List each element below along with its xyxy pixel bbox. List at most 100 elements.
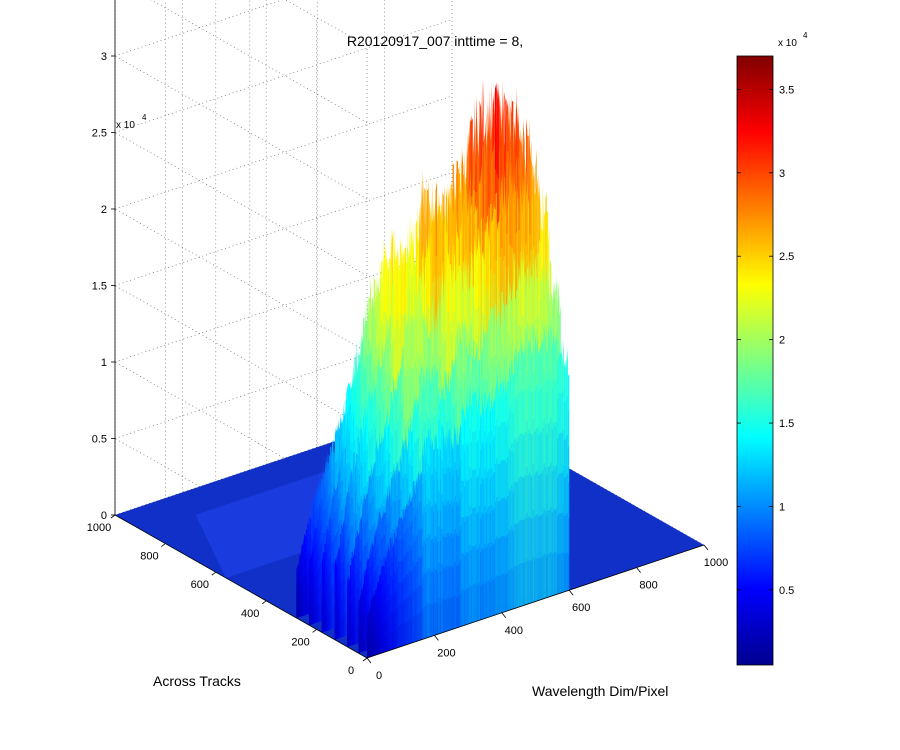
surface-band [300,560,302,617]
surface-band [314,575,316,624]
surface-band [309,602,311,626]
side-wall-gridline [114,55,368,200]
surface-strip [315,527,318,623]
surface-band [296,574,298,618]
surface-band [304,601,306,616]
surface-band [304,574,306,616]
surface-band [301,591,304,617]
surface-band [304,548,306,616]
surface-band [305,571,308,615]
surface-band [344,534,346,637]
surface-band [337,566,339,639]
surface-band [317,605,319,623]
surface-band [315,559,318,623]
surface-strip [307,522,309,615]
surface-band [297,572,300,618]
surface-band [299,606,301,618]
surface-band [352,568,354,645]
surface-band [313,608,315,624]
surface-band [331,521,333,630]
surface-band [301,556,304,617]
surface-band [313,594,315,624]
surface-strip [310,552,312,625]
surface-band [310,612,312,625]
surface-band [332,517,334,629]
surface-band [313,550,315,624]
surface-band [317,588,319,623]
back-wall-gridline [114,172,453,286]
surface-band [301,580,304,617]
surface-band [323,565,325,632]
surface-strip [301,542,304,617]
surface-strip [296,563,298,618]
surface-band [351,572,353,646]
surface-band [299,576,301,618]
surface-band [310,589,312,625]
surface-strip [314,526,316,624]
surface-strip [300,543,302,617]
surface-band [315,590,318,623]
surface-band [305,557,308,615]
surface-band [359,604,362,653]
surface-band [296,583,298,618]
surface-band [355,555,357,645]
surface-band [296,600,298,618]
surface-band [303,602,305,616]
side-wall-gridline [150,0,368,123]
surface-band [309,580,311,626]
surface-band [319,544,322,622]
surface-band [304,561,306,616]
surface-band [334,574,336,640]
side-wall-gridline [114,285,368,429]
surface-band [313,579,315,624]
surface-band [303,550,305,616]
surface-band [319,563,322,622]
surface-band [317,571,319,623]
surface-band [318,530,320,622]
surface-band [307,568,309,615]
surface-band [297,608,300,618]
surface-band [305,600,308,615]
surface-band [335,573,338,640]
surface-band [321,570,324,633]
surface-band [300,605,302,617]
surface-band [297,599,300,618]
surface-strip [304,534,306,616]
surface-band [318,603,320,622]
surface-band [309,569,311,626]
surface-band [349,578,352,646]
surface-band [319,525,322,622]
surface-band [338,563,340,639]
surface-band [307,538,309,615]
surface-band [311,611,314,625]
surface-band [307,583,309,615]
surface-strip [303,532,305,616]
surface-band [348,590,350,647]
surface-strip [318,510,320,622]
surface-band [318,566,320,622]
surface-band [314,591,316,624]
surface-band [361,599,363,653]
surface-band [305,586,308,615]
surface-band [300,583,302,617]
surface-band [314,559,316,624]
surface-band [300,594,302,617]
surface-strip [297,560,300,618]
surface-band [341,544,343,638]
surface-band [301,603,304,617]
surface-band [311,598,314,625]
side-wall-gridline [114,132,368,276]
surface-band [319,582,322,622]
surface-band [325,550,328,631]
surface-band [310,566,312,625]
surface-band [356,549,358,644]
surface-band [311,561,314,625]
surface-strip [317,519,319,623]
surface-band [328,538,330,631]
surface-band [324,558,326,632]
surface [115,79,704,658]
surface-band [311,574,314,625]
surface-band [313,565,315,624]
surface-band [315,543,318,623]
surface-band [345,524,347,636]
